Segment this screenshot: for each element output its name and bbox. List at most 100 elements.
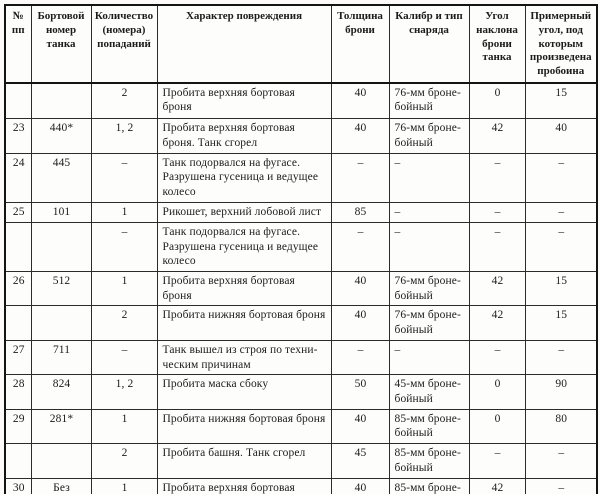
table-row: 29 281* 1 Пробита нижняя бортовая броня 40 85… [4,408,598,445]
cell-damage: Пробита нижняя бортовая броня [156,305,332,341]
cell-damage: Танк подорвался на фугасе. Разрушена гус… [156,152,332,203]
cell-tank [30,305,92,341]
cell-damage: Пробита верхняя бортовая броня [156,82,332,120]
cell-angle: – [468,152,526,203]
cell-damage: Пробита башня. Танк сгорел [156,443,332,479]
cell-approx_angle: – [524,339,598,376]
cell-hits: 1 [90,477,158,494]
cell-caliber: 85-мм броне-бойный [388,443,470,479]
cell-num: 30 [4,477,32,494]
cell-caliber: 85-мм броне-бойный [388,477,470,494]
cell-tank: 101 [30,201,92,223]
cell-num: 26 [4,270,32,307]
cell-num: 25 [4,201,32,223]
tank-damage-table: № пп Бортовой номер танка Количество (номе… [4,4,598,494]
table-row: 2 Пробита верхняя бортовая броня 40 76-мм б… [4,82,598,120]
column-header-hits: Количество (номера) попаданий [90,4,158,84]
cell-approx_angle: 15 [524,270,598,307]
cell-hits: 2 [90,443,158,479]
cell-thickness: 40 [330,82,390,120]
cell-approx_angle: 90 [524,374,598,410]
cell-hits: 2 [90,82,158,120]
cell-tank: 824 [30,374,92,410]
cell-approx_angle: 40 [524,118,598,154]
cell-angle: 0 [468,374,526,410]
cell-angle: – [468,221,526,273]
cell-angle: 42 [468,305,526,341]
cell-tank: 512 [30,270,92,307]
cell-num: 28 [4,374,32,410]
cell-tank: 445 [30,152,92,203]
cell-angle: 42 [468,270,526,307]
cell-approx_angle: – [524,201,598,223]
table-row: 27 711– Танк вышел из строя по техни-чески… [4,339,598,376]
cell-thickness: 40 [330,270,390,307]
cell-caliber: 76-мм броне-бойный [388,82,470,120]
cell-num [4,221,32,273]
cell-hits: 1 [90,201,158,223]
table-header: № пп Бортовой номер танка Количество (номе… [4,4,598,84]
cell-hits: 2 [90,305,158,341]
column-header-angle: Угол наклона брони танка [468,4,526,84]
cell-caliber: – [388,339,470,376]
cell-tank: 440* [30,118,92,154]
cell-thickness: 45 [330,443,390,479]
table-body: 2 Пробита верхняя бортовая броня 40 76-мм б… [4,82,598,494]
cell-approx_angle: 80 [524,408,598,445]
cell-thickness: 40 [330,408,390,445]
table-row: 26 512 1 Пробита верхняя бортовая броня 40 76… [4,270,598,307]
cell-damage: Пробита верхняя бортовая броня [156,477,332,494]
cell-damage: Рикошет, верхний лобовой лист [156,201,332,223]
cell-tank [30,221,92,273]
cell-damage: Пробита маска сбоку [156,374,332,410]
cell-damage: Пробита верхняя бортовая броня. Танк сго… [156,118,332,154]
cell-hits: – [90,339,158,376]
cell-caliber: 76-мм броне-бойный [388,270,470,307]
cell-num: 29 [4,408,32,445]
cell-num [4,305,32,341]
cell-angle: 0 [468,82,526,120]
cell-num: 23 [4,118,32,154]
cell-hits: 1, 2 [90,374,158,410]
cell-tank [30,82,92,120]
cell-damage: Танк вышел из строя по техни-ческим прич… [156,339,332,376]
column-header-thickness: Толщина брони [330,4,390,84]
table-row: 2 Пробита нижняя бортовая броня 40 76-мм бр… [4,305,598,341]
cell-caliber: 76-мм броне-бойный [388,305,470,341]
cell-caliber: – [388,152,470,203]
cell-approx_angle: – [524,477,598,494]
cell-thickness: 40 [330,118,390,154]
column-header-num: № пп [4,4,32,84]
column-header-approx_angle: Примерный угол, под которым произведена … [524,4,598,84]
table-row: 2 Пробита башня. Танк сгорел 45 85-мм броне… [4,443,598,479]
column-header-tank: Бортовой номер танка [30,4,92,84]
header-row: № пп Бортовой номер танка Количество (номе… [4,4,598,84]
cell-approx_angle: 15 [524,82,598,120]
cell-damage: Пробита верхняя бортовая броня [156,270,332,307]
table-row: 24 445– Танк подорвался на фугасе. Разруше… [4,152,598,203]
cell-num: 27 [4,339,32,376]
cell-caliber: 76-мм броне-бойный [388,118,470,154]
cell-thickness: – [330,152,390,203]
cell-caliber: 45-мм броне-бойный [388,374,470,410]
column-header-damage: Характер повреждения [156,4,332,84]
cell-angle: – [468,201,526,223]
cell-damage: Пробита нижняя бортовая броня [156,408,332,445]
cell-angle: – [468,339,526,376]
cell-num [4,443,32,479]
cell-angle: 0 [468,408,526,445]
cell-thickness: – [330,221,390,273]
table-row: 23 440* 1, 2 Пробита верхняя бортовая броня… [4,118,598,154]
cell-hits: 1, 2 [90,118,158,154]
cell-num: 24 [4,152,32,203]
cell-tank [30,443,92,479]
cell-approx_angle: – [524,443,598,479]
cell-damage: Танк подорвался на фугасе. Разрушена гус… [156,221,332,273]
cell-hits: 1 [90,270,158,307]
cell-thickness: 50 [330,374,390,410]
cell-tank: 281* [30,408,92,445]
cell-tank: Без номера [30,477,92,494]
cell-num [4,82,32,120]
table-row: – Танк подорвался на фугасе. Разрушена гу… [4,221,598,273]
